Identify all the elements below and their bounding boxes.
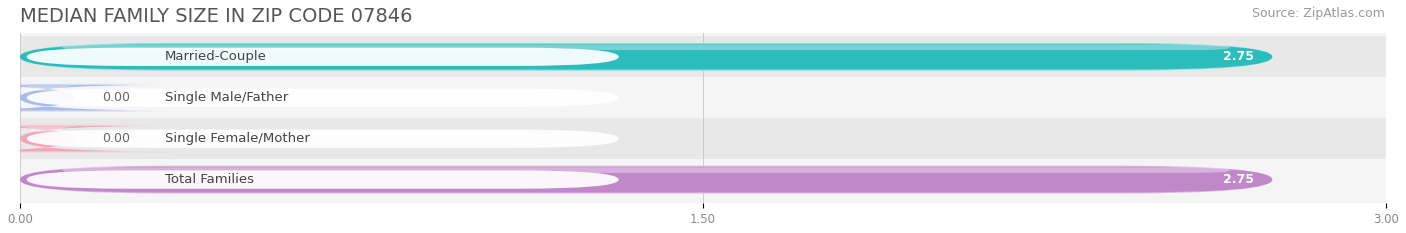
Text: Single Female/Mother: Single Female/Mother (165, 132, 309, 145)
Text: Source: ZipAtlas.com: Source: ZipAtlas.com (1251, 7, 1385, 20)
FancyBboxPatch shape (20, 43, 1272, 71)
Text: Married-Couple: Married-Couple (165, 50, 267, 63)
FancyBboxPatch shape (20, 44, 1272, 69)
Text: MEDIAN FAMILY SIZE IN ZIP CODE 07846: MEDIAN FAMILY SIZE IN ZIP CODE 07846 (20, 7, 412, 26)
FancyBboxPatch shape (62, 45, 1230, 50)
FancyBboxPatch shape (27, 130, 619, 148)
FancyBboxPatch shape (1, 126, 93, 132)
FancyBboxPatch shape (20, 36, 1386, 77)
FancyBboxPatch shape (20, 166, 1272, 194)
FancyBboxPatch shape (20, 118, 1386, 159)
FancyBboxPatch shape (27, 171, 619, 189)
FancyBboxPatch shape (0, 126, 162, 151)
Text: 0.00: 0.00 (101, 132, 129, 145)
FancyBboxPatch shape (20, 159, 1386, 200)
FancyBboxPatch shape (20, 77, 1386, 118)
Text: Single Male/Father: Single Male/Father (165, 91, 288, 104)
Text: 0.00: 0.00 (101, 91, 129, 104)
Text: 2.75: 2.75 (1223, 173, 1254, 186)
FancyBboxPatch shape (27, 48, 619, 66)
Text: 2.75: 2.75 (1223, 50, 1254, 63)
FancyBboxPatch shape (0, 84, 174, 112)
FancyBboxPatch shape (0, 85, 162, 110)
Text: Total Families: Total Families (165, 173, 254, 186)
FancyBboxPatch shape (27, 89, 619, 107)
FancyBboxPatch shape (1, 86, 93, 91)
FancyBboxPatch shape (20, 167, 1272, 192)
FancyBboxPatch shape (62, 167, 1230, 173)
FancyBboxPatch shape (0, 125, 174, 153)
